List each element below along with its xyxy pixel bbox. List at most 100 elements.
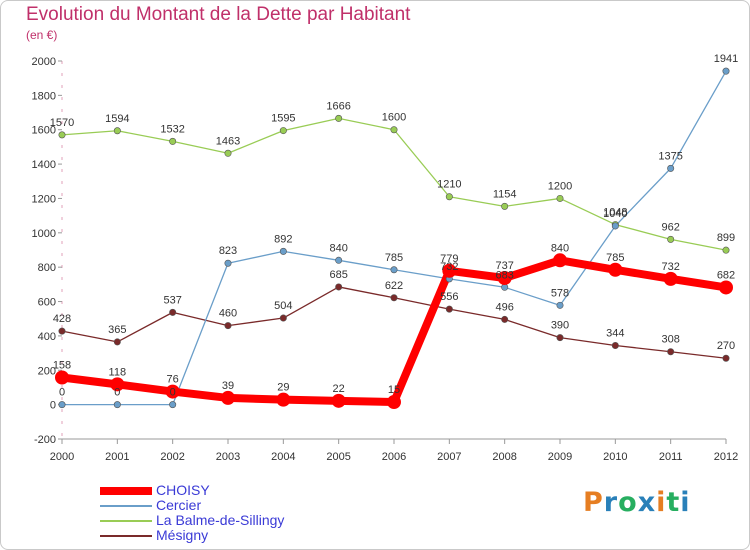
data-label: 683 <box>495 269 513 281</box>
legend-swatch <box>100 505 152 507</box>
x-tick-label: 2009 <box>548 451 572 463</box>
y-tick-label: 1000 <box>32 228 56 240</box>
data-label: 732 <box>661 261 679 273</box>
data-label: 1375 <box>658 150 682 162</box>
data-point <box>667 164 675 172</box>
data-point <box>224 322 232 330</box>
data-label: 1600 <box>382 112 406 124</box>
x-tick-label: 2008 <box>492 451 516 463</box>
data-point <box>445 305 453 313</box>
data-point <box>113 401 121 409</box>
data-label: 840 <box>551 242 569 254</box>
y-tick-label: 600 <box>38 297 56 309</box>
data-label: 840 <box>329 242 347 254</box>
legend-item: La Balme-de-Sillingy <box>100 512 400 529</box>
data-label: 823 <box>219 245 237 257</box>
data-point <box>667 235 675 243</box>
x-tick-label: 2000 <box>50 451 74 463</box>
data-point <box>224 259 232 267</box>
logo-letter: x <box>637 487 657 518</box>
x-tick-label: 2002 <box>160 451 184 463</box>
data-point <box>169 137 177 145</box>
data-label: 1154 <box>493 188 517 200</box>
legend-item: Mésigny <box>100 527 400 544</box>
y-tick-label: -200 <box>34 434 56 446</box>
data-point <box>667 348 675 356</box>
data-point <box>501 283 509 291</box>
data-point <box>556 194 564 202</box>
data-label: 344 <box>606 328 624 340</box>
data-label: 365 <box>108 324 126 336</box>
y-tick-label: 1600 <box>32 125 56 137</box>
legend-label: CHOISY <box>156 482 210 498</box>
data-point <box>335 283 343 291</box>
legend-label: La Balme-de-Sillingy <box>156 512 285 528</box>
logo-letter: P <box>583 487 604 518</box>
axes: -200020040060080010001200140016001800200… <box>32 56 739 463</box>
data-point <box>276 392 291 407</box>
data-label: 0 <box>114 387 120 399</box>
logo-letter: o <box>618 487 638 518</box>
x-tick-label: 2004 <box>271 451 295 463</box>
legend-item: CHOISY <box>100 482 400 499</box>
data-point <box>501 202 509 210</box>
data-label: 1594 <box>105 113 129 125</box>
logo-letter: t <box>666 487 681 518</box>
legend-swatch <box>100 487 152 495</box>
data-point <box>722 354 730 362</box>
data-point <box>553 253 567 268</box>
data-label: 1570 <box>50 117 74 129</box>
data-label: 270 <box>717 340 735 352</box>
legend-swatch <box>100 535 152 537</box>
legend-label: Mésigny <box>156 527 209 543</box>
data-point <box>113 338 121 346</box>
data-point <box>556 301 564 309</box>
data-point <box>165 384 180 399</box>
logo-letter: r <box>603 487 619 518</box>
data-label: 504 <box>274 300 292 312</box>
data-point <box>497 271 512 286</box>
data-point <box>58 131 66 139</box>
data-label: 39 <box>222 380 234 392</box>
data-label: 22 <box>333 383 345 395</box>
logo-letter: i <box>656 487 667 518</box>
x-tick-label: 2005 <box>326 451 350 463</box>
data-point <box>331 393 346 408</box>
data-point <box>279 247 287 255</box>
data-label: 1210 <box>437 179 461 191</box>
data-point <box>445 193 453 201</box>
data-point <box>169 401 177 409</box>
y-tick-label: 1800 <box>32 90 56 102</box>
x-tick-label: 2010 <box>603 451 627 463</box>
series-points <box>55 67 733 410</box>
data-label: 962 <box>661 221 679 233</box>
data-point <box>55 370 69 385</box>
logo-letter: i <box>680 487 691 518</box>
data-label: 76 <box>167 374 179 386</box>
data-label: 390 <box>551 320 569 332</box>
x-tick-label: 2012 <box>714 451 738 463</box>
proxiti-logo: Proxiti <box>583 487 691 518</box>
data-label: 556 <box>440 291 458 303</box>
x-tick-label: 2003 <box>216 451 240 463</box>
data-point <box>719 280 733 295</box>
data-point <box>390 294 398 302</box>
data-point <box>58 327 66 335</box>
data-label: 158 <box>53 359 71 371</box>
data-point <box>335 114 343 122</box>
legend-swatch <box>100 520 152 522</box>
data-point <box>722 67 730 75</box>
data-point <box>279 127 287 135</box>
data-point <box>722 246 730 254</box>
data-point <box>390 266 398 274</box>
data-point <box>279 314 287 322</box>
unit-label: (en €) <box>26 28 58 42</box>
x-tick-label: 2006 <box>382 451 406 463</box>
data-label: 1532 <box>160 123 184 135</box>
data-label: 1463 <box>216 135 240 147</box>
data-point <box>608 262 623 277</box>
data-point <box>501 315 509 323</box>
series-line-2 <box>61 117 727 251</box>
y-tick-label: 200 <box>38 365 56 377</box>
x-tick-label: 2011 <box>659 451 683 463</box>
